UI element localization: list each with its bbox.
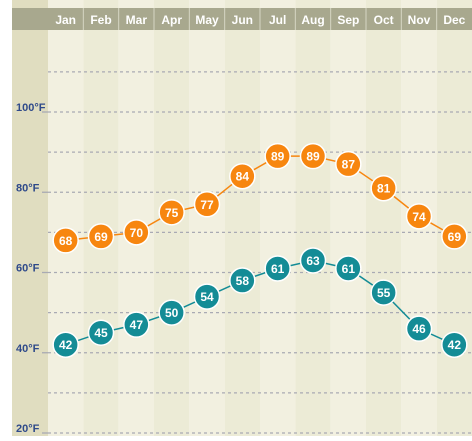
low-temperature-value: 61 [342,262,356,276]
month-header-row: Jan Feb Mar Apr May Jun Jul Aug Sep Oct Nov Dec [55,8,466,30]
month-label: Oct [374,13,394,27]
high-temperature-value: 70 [130,226,144,240]
high-temperature-point [405,203,433,230]
month-label: Feb [90,13,111,27]
low-temperature-value: 47 [130,318,144,332]
high-temperature-point [299,142,327,170]
low-temperature-point [335,255,362,282]
month-column-bg [366,0,402,436]
month-column-bg [118,0,154,436]
month-label: Apr [161,13,182,27]
high-temperature-value: 69 [448,230,462,244]
high-temperature-value: 81 [377,182,391,196]
low-temperature-point [299,247,327,274]
low-temperature-point [158,299,185,326]
low-temperature-value: 42 [448,338,462,352]
y-tick-label: 80°F [16,182,40,194]
high-temperature-point [52,227,79,254]
month-label: Dec [443,13,465,27]
series-points: 68 69 70 75 77 84 89 89 87 81 74 69 42 45 47 50 54 58 61 63… [52,142,468,358]
high-temperature-value: 84 [236,170,250,184]
low-temperature-value: 50 [165,306,179,320]
high-temperature-value: 68 [59,234,73,248]
low-temperature-value: 46 [412,322,426,336]
month-column-bg [260,0,296,436]
low-temperature-point [370,279,397,306]
high-temperature-value: 74 [412,210,426,224]
low-temperature-value: 54 [200,290,214,304]
high-temperature-point [229,162,256,190]
month-column-bg [436,0,472,436]
axis-panel [12,0,48,436]
month-label: Jul [269,13,286,27]
y-axis-tick-labels: 100°F 80°F 60°F 40°F 20°F [16,102,48,435]
y-tick-label: 60°F [16,263,40,275]
high-temperature-point [193,191,221,218]
month-column-bg [48,0,84,436]
low-temperature-value: 61 [271,262,285,276]
high-temperature-point [87,223,115,250]
low-temperature-point [193,283,221,310]
low-temperature-point [441,331,468,358]
y-tick-label: 100°F [16,102,46,114]
month-label: Sep [337,13,359,27]
low-temperature-point [123,311,150,338]
month-label: Jun [232,13,253,27]
high-temperature-value: 77 [200,198,214,212]
month-label: Nov [408,13,431,27]
high-temperature-point [264,142,291,170]
month-label: Jan [55,13,76,27]
month-column-bg [83,0,119,436]
low-temperature-value: 55 [377,286,391,300]
high-temperature-value: 69 [94,230,108,244]
month-label: Mar [126,13,148,27]
low-temperature-point [229,267,256,294]
low-temperature-value: 63 [306,254,320,268]
high-temperature-value: 75 [165,206,179,220]
high-temperature-value: 89 [306,150,320,164]
month-column-bg [295,0,331,436]
low-temperature-point [405,315,433,342]
y-tick-label: 40°F [16,343,40,355]
month-label: May [195,13,219,27]
month-column-backgrounds [48,0,472,436]
header-bar [12,8,472,30]
high-temperature-value: 89 [271,150,285,164]
high-temperature-point [158,199,185,226]
month-column-bg [189,0,225,436]
low-temperature-point [264,255,291,282]
high-temperature-value: 87 [342,158,356,172]
low-temperature-point [52,331,79,358]
high-temperature-point [123,219,150,246]
high-temperature-point [441,223,468,250]
low-temperature-value: 42 [59,338,73,352]
gridlines [48,71,472,434]
high-temperature-point [335,150,362,178]
y-tick-label: 20°F [16,423,40,435]
month-column-bg [330,0,366,436]
low-temperature-value: 58 [236,274,250,288]
high-temperature-point [370,174,397,202]
month-column-bg [224,0,260,436]
low-temperature-value: 45 [94,326,108,340]
month-label: Aug [301,13,324,27]
low-temperature-point [87,319,115,346]
